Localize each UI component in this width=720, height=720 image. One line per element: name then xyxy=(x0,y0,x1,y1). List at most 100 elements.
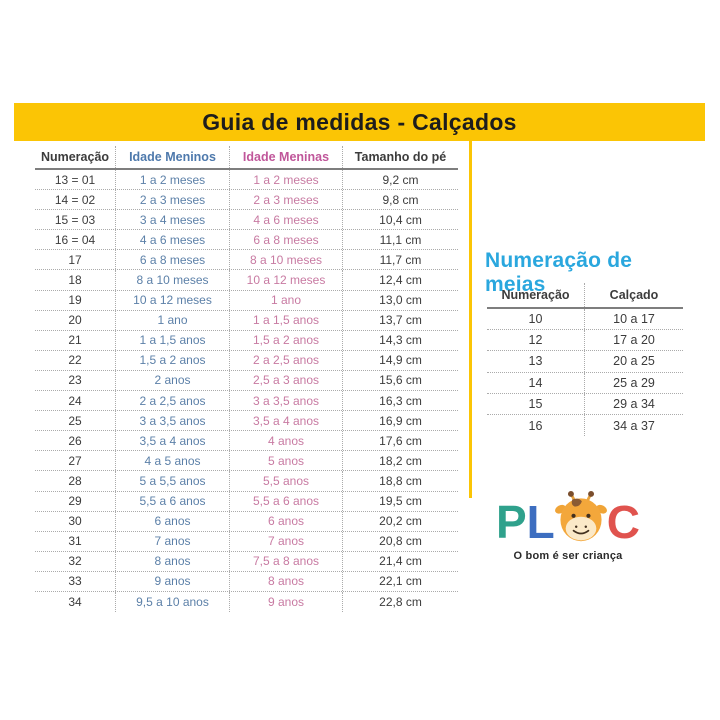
cell-tamanho-pe: 22,1 cm xyxy=(379,574,422,589)
cell-tamanho-pe: 13,0 cm xyxy=(379,293,422,308)
cell-sock-calcado: 20 a 25 xyxy=(613,354,655,369)
cell-numeracao: 23 xyxy=(35,370,116,391)
cell-idade-meninos: 3,5 a 4 anos xyxy=(116,431,230,451)
shoe-table-row: 26 3,5 a 4 anos 4 anos 17,6 cm xyxy=(35,431,458,452)
shoe-table-row: 28 5 a 5,5 anos 5,5 anos 18,8 cm xyxy=(35,471,458,492)
cell-sock-numeracao: 13 xyxy=(487,351,585,372)
cell-idade-meninos: 8 anos xyxy=(116,551,230,571)
cell-idade-meninas: 5,5 a 6 anos xyxy=(230,491,343,511)
cell-idade-meninas: 4 anos xyxy=(230,431,343,451)
cell-tamanho-pe: 19,5 cm xyxy=(379,494,422,509)
page-title-bar: Guia de medidas - Calçados xyxy=(14,103,705,141)
socks-header-numeracao: Numeração xyxy=(487,283,585,307)
socks-section-title: Numeração de meias xyxy=(485,249,633,296)
cell-numeracao: 22 xyxy=(35,350,116,370)
cell-idade-meninas: 1 ano xyxy=(230,290,343,310)
cell-tamanho-pe: 9,2 cm xyxy=(382,172,419,187)
socks-table-row: 16 34 a 37 xyxy=(487,414,683,437)
cell-idade-meninas: 2 a 2,5 anos xyxy=(230,350,343,370)
cell-tamanho-pe: 21,4 cm xyxy=(379,554,422,569)
cell-idade-meninos: 7 anos xyxy=(116,531,230,551)
cell-idade-meninas: 5 anos xyxy=(230,451,343,471)
shoe-table-row: 34 9,5 a 10 anos 9 anos 22,8 cm xyxy=(35,591,458,613)
cell-idade-meninas: 1 a 2 meses xyxy=(230,170,343,190)
cell-idade-meninos: 9,5 a 10 anos xyxy=(116,591,230,613)
cell-sock-calcado: 10 a 17 xyxy=(613,312,655,327)
socks-table-row: 14 25 a 29 xyxy=(487,372,683,394)
shoe-table-row: 30 6 anos 6 anos 20,2 cm xyxy=(35,511,458,532)
socks-table-row: 15 29 a 34 xyxy=(487,393,683,415)
cell-idade-meninas: 8 anos xyxy=(230,571,343,591)
cell-sock-calcado: 34 a 37 xyxy=(613,418,655,433)
cell-tamanho-pe: 14,9 cm xyxy=(379,353,422,368)
cell-idade-meninas: 3 a 3,5 anos xyxy=(230,391,343,411)
cell-numeracao: 16 = 04 xyxy=(35,230,116,250)
shoe-size-table: Numeração Idade Meninos Idade Meninas Ta… xyxy=(35,146,458,613)
cell-numeracao: 17 xyxy=(35,250,116,270)
cell-sock-numeracao: 12 xyxy=(487,330,585,351)
header-numeracao: Numeração xyxy=(35,146,116,168)
shoe-table-row: 21 1 a 1,5 anos 1,5 a 2 anos 14,3 cm xyxy=(35,330,458,351)
logo-letter-c: C xyxy=(606,496,641,548)
cell-idade-meninos: 6 a 8 meses xyxy=(116,250,230,270)
cell-idade-meninas: 2,5 a 3 anos xyxy=(230,370,343,391)
cell-idade-meninas: 7,5 a 8 anos xyxy=(230,551,343,571)
cell-sock-numeracao: 15 xyxy=(487,393,585,414)
header-tamanho-pe: Tamanho do pé xyxy=(354,150,447,164)
cell-idade-meninas: 6 a 8 meses xyxy=(230,230,343,250)
cell-idade-meninos: 5 a 5,5 anos xyxy=(116,471,230,491)
cell-idade-meninos: 4 a 6 meses xyxy=(116,230,230,250)
cell-sock-calcado: 29 a 34 xyxy=(613,396,655,411)
cell-idade-meninos: 2 a 2,5 anos xyxy=(116,391,230,411)
cell-numeracao: 25 xyxy=(35,411,116,431)
shoe-table-row: 29 5,5 a 6 anos 5,5 a 6 anos 19,5 cm xyxy=(35,491,458,512)
shoe-table-row: 13 = 01 1 a 2 meses 1 a 2 meses 9,2 cm xyxy=(35,170,458,191)
vertical-divider xyxy=(469,141,472,498)
cell-tamanho-pe: 18,2 cm xyxy=(379,453,422,468)
cell-idade-meninos: 5,5 a 6 anos xyxy=(116,491,230,511)
cell-idade-meninos: 1 a 1,5 anos xyxy=(116,330,230,350)
cell-idade-meninas: 5,5 anos xyxy=(230,471,343,491)
cell-tamanho-pe: 12,4 cm xyxy=(379,273,422,288)
cell-tamanho-pe: 20,8 cm xyxy=(379,534,422,549)
cell-idade-meninos: 2 a 3 meses xyxy=(116,190,230,210)
cell-idade-meninos: 1 a 2 meses xyxy=(116,170,230,190)
cell-tamanho-pe: 13,7 cm xyxy=(379,313,422,328)
cell-tamanho-pe: 10,4 cm xyxy=(379,212,422,227)
cell-numeracao: 13 = 01 xyxy=(35,170,116,190)
shoe-table-row: 25 3 a 3,5 anos 3,5 a 4 anos 16,9 cm xyxy=(35,411,458,432)
cell-idade-meninos: 2 anos xyxy=(116,370,230,391)
shoe-table-header-row: Numeração Idade Meninos Idade Meninas Ta… xyxy=(35,146,458,170)
shoe-table-row: 32 8 anos 7,5 a 8 anos 21,4 cm xyxy=(35,551,458,572)
cell-idade-meninos: 3 a 3,5 anos xyxy=(116,411,230,431)
page-title: Guia de medidas - Calçados xyxy=(202,108,517,135)
header-idade-meninas: Idade Meninas xyxy=(230,146,343,168)
cell-sock-calcado: 25 a 29 xyxy=(613,375,655,390)
shoe-table-row: 24 2 a 2,5 anos 3 a 3,5 anos 16,3 cm xyxy=(35,391,458,412)
cell-idade-meninos: 10 a 12 meses xyxy=(116,290,230,310)
cell-numeracao: 24 xyxy=(35,391,116,411)
cell-numeracao: 33 xyxy=(35,571,116,591)
shoe-table-row: 14 = 02 2 a 3 meses 2 a 3 meses 9,8 cm xyxy=(35,190,458,211)
header-idade-meninos: Idade Meninos xyxy=(116,146,230,168)
cell-tamanho-pe: 16,3 cm xyxy=(379,393,422,408)
ploc-logo-letters: P L xyxy=(488,490,648,550)
cell-numeracao: 15 = 03 xyxy=(35,210,116,230)
cell-numeracao: 29 xyxy=(35,491,116,511)
cell-tamanho-pe: 18,8 cm xyxy=(379,473,422,488)
socks-table-row: 10 10 a 17 xyxy=(487,309,683,331)
shoe-table-row: 16 = 04 4 a 6 meses 6 a 8 meses 11,1 cm xyxy=(35,230,458,251)
cell-idade-meninas: 10 a 12 meses xyxy=(230,270,343,290)
socks-table-row: 13 20 a 25 xyxy=(487,351,683,373)
shoe-table-row: 15 = 03 3 a 4 meses 4 a 6 meses 10,4 cm xyxy=(35,210,458,231)
socks-table-row: 12 17 a 20 xyxy=(487,330,683,352)
cell-numeracao: 31 xyxy=(35,531,116,551)
shoe-table-body: 13 = 01 1 a 2 meses 1 a 2 meses 9,2 cm 1… xyxy=(35,170,458,613)
cell-tamanho-pe: 14,3 cm xyxy=(379,333,422,348)
shoe-table-row: 22 1,5 a 2 anos 2 a 2,5 anos 14,9 cm xyxy=(35,350,458,371)
cell-idade-meninos: 6 anos xyxy=(116,511,230,531)
cell-idade-meninas: 9 anos xyxy=(230,591,343,613)
shoe-table-row: 23 2 anos 2,5 a 3 anos 15,6 cm xyxy=(35,370,458,392)
logo-tagline: O bom é ser criança xyxy=(513,550,623,562)
